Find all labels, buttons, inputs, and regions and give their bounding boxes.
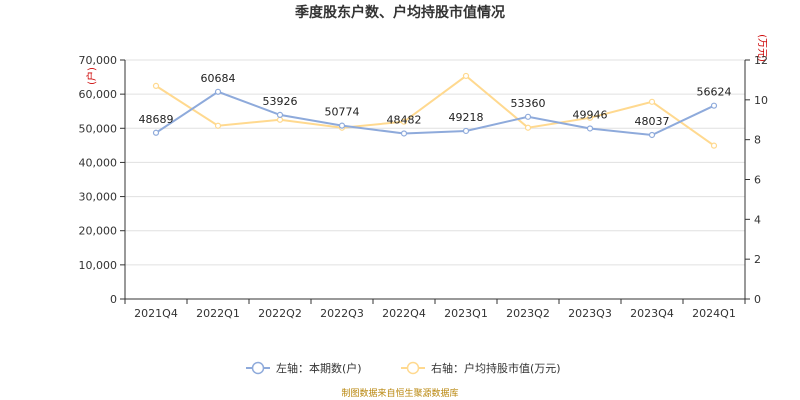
data-label: 53360 — [511, 97, 546, 110]
right-axis-tick-label: 0 — [754, 293, 761, 306]
legend-marker-circle — [251, 361, 265, 375]
data-point-left — [152, 129, 160, 136]
data-label: 49946 — [573, 108, 608, 121]
legend-marker-circle — [406, 361, 420, 375]
data-label: 48482 — [387, 113, 422, 126]
data-point-left — [710, 102, 718, 109]
right-axis-tick-label: 2 — [754, 253, 761, 266]
right-axis-tick-label: 8 — [754, 134, 761, 147]
x-axis-tick-label: 2022Q1 — [196, 307, 240, 320]
left-axis-unit: (户) — [85, 67, 98, 85]
data-source-note: 制图数据来自恒生聚源数据库 — [341, 387, 458, 399]
legend-label: 左轴：本期数(户) — [276, 361, 362, 375]
right-axis-tick-label: 12 — [754, 54, 768, 67]
right-axis-tick-label: 6 — [754, 174, 761, 187]
right-axis-unit: (万元) — [756, 34, 767, 62]
x-axis-tick-label: 2022Q2 — [258, 307, 302, 320]
x-axis-tick-label: 2023Q4 — [630, 307, 674, 320]
data-point-right — [648, 98, 656, 105]
x-axis-tick-label: 2023Q3 — [568, 307, 612, 320]
left-axis-tick-label: 70,000 — [79, 54, 118, 67]
right-axis-tick-label: 10 — [754, 94, 768, 107]
data-label: 49218 — [449, 111, 484, 124]
data-point-right — [710, 142, 718, 149]
series-layer: 48689 60684 53926 50774 48482 49218 53360 49946… — [139, 72, 732, 149]
data-point-left — [648, 131, 656, 139]
data-point-left — [276, 111, 284, 118]
chart-title: 季度股东户数、户均持股市值情况 — [294, 4, 505, 21]
left-axis-tick-label: 50,000 — [79, 122, 118, 135]
data-point-right — [524, 124, 532, 131]
data-point-left — [462, 127, 470, 135]
data-point-right — [586, 114, 594, 121]
left-axis-tick-label: 0 — [110, 293, 117, 306]
data-point-right — [400, 118, 408, 125]
x-axis-tick-label: 2024Q1 — [692, 307, 736, 320]
data-point-left — [524, 113, 532, 120]
data-point-left — [214, 88, 222, 95]
data-label: 56624 — [697, 86, 732, 99]
series-line-right — [155, 74, 715, 147]
legend-label: 右轴：户均持股市值(万元) — [431, 361, 561, 375]
left-axis-tick-label: 20,000 — [79, 225, 118, 238]
x-axis-tick-label: 2023Q1 — [444, 307, 488, 320]
x-axis-tick-label: 2021Q4 — [134, 307, 178, 320]
right-axis-tick-label: 4 — [754, 213, 761, 226]
x-axis-tick-label: 2022Q3 — [320, 307, 364, 320]
left-axis-tick-label: 30,000 — [79, 191, 118, 204]
legend: 左轴：本期数(户) 右轴：户均持股市值(万元) — [246, 361, 561, 375]
data-point-left — [586, 125, 594, 132]
data-point-right — [152, 82, 160, 89]
data-label: 60684 — [201, 72, 236, 85]
data-label: 53926 — [263, 95, 298, 108]
data-point-left — [338, 122, 346, 129]
data-label: 48689 — [139, 113, 174, 126]
left-axis-tick-label: 10,000 — [79, 259, 118, 272]
data-point-left — [400, 130, 408, 137]
x-axis-tick-label: 2022Q4 — [382, 307, 426, 320]
series-line-left — [155, 90, 715, 137]
axes: 0 10,000 20,000 30,000 40,000 50,000 60,000 70,… — [79, 54, 769, 320]
data-label: 48037 — [635, 115, 670, 128]
data-label: 50774 — [325, 106, 360, 119]
x-axis-tick-label: 2023Q2 — [506, 307, 550, 320]
data-point-right — [276, 116, 284, 123]
data-point-right — [214, 122, 222, 129]
left-axis-tick-label: 40,000 — [79, 156, 118, 169]
data-point-right — [462, 72, 470, 80]
grid — [125, 59, 745, 300]
left-axis-tick-label: 60,000 — [79, 88, 118, 101]
